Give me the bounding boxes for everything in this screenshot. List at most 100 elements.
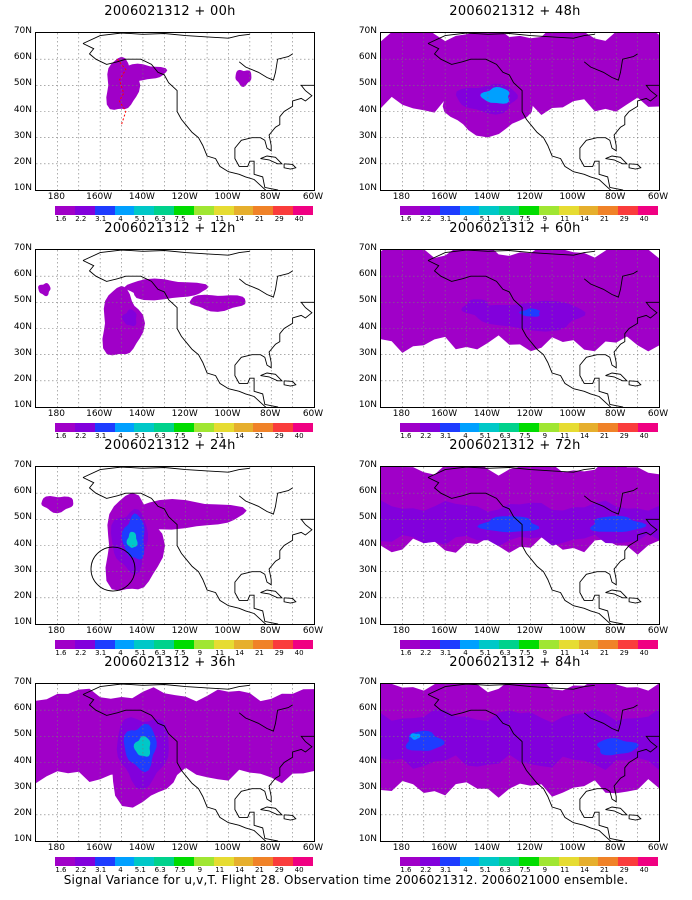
coastline [82,260,314,407]
colorbar-swatch [273,206,294,215]
colorbar-swatch [459,206,480,215]
colorbar-swatch [638,857,658,866]
lat-tick-label: 60N [358,269,377,280]
coastline [82,43,314,190]
lon-tick-label: 120W [171,409,198,419]
map-panel: 2006021312 + 00h 70N 60N 50N 40N 30N 20N 10N 180… [0,4,340,223]
colorbar-swatch [74,206,95,215]
variance-contour-fill [596,738,639,756]
colorbar-label: 29 [274,649,284,657]
colorbar-swatch [638,423,658,432]
lon-tick-label: 140W [473,843,500,853]
colorbar-label: 4 [118,432,123,440]
coastline [82,467,250,478]
coastline [82,477,314,624]
lon-tick-label: 100W [214,626,241,636]
colorbar-swatch [293,857,313,866]
colorbar-swatch [253,857,274,866]
colorbar-label: 7.5 [174,866,186,874]
colorbar-label: 4 [118,866,123,874]
colorbar-label: 1.6 [55,866,67,874]
map-panel: 2006021312 + 48h 70N 60N 50N 40N 30N 20N 10N 180… [345,4,685,223]
variance-contour-fill [381,250,659,353]
colorbar-label: 6.3 [154,866,166,874]
colorbar-label: 1.6 [400,866,412,874]
coastline [82,694,314,841]
coastline [260,155,283,165]
lon-tick-label: 100W [214,843,241,853]
coastline [260,372,283,382]
lat-tick-label: 20N [358,807,377,818]
map-area [380,466,660,625]
colorbar-swatch [598,206,619,215]
colorbar-swatch [618,423,639,432]
coastline [605,589,628,599]
map-panel: 2006021312 + 24h 70N 60N 50N 40N 30N 20N 10N 180… [0,438,340,657]
colorbar-swatch [114,640,135,649]
colorbar-label: 14 [235,215,245,223]
flight-track-circle [90,546,136,592]
colorbar-label: 2.2 [420,649,432,657]
variance-contour-fill [106,56,141,110]
lon-tick-label: 160W [431,626,458,636]
lon-tick-label: 180 [392,192,410,202]
lon-tick-label: 100W [559,626,586,636]
colorbar-label: 21 [599,215,609,223]
coastline [628,814,642,821]
map-panel: 2006021312 + 72h 70N 60N 50N 40N 30N 20N 10N 180… [345,438,685,657]
panel-title: 2006021312 + 12h [104,221,236,236]
colorbar-swatch [253,423,274,432]
variance-contour-fill [41,496,74,514]
colorbar-swatch [193,423,214,432]
variance-contour-fill [235,69,252,87]
colorbar-label: 6.3 [154,432,166,440]
variance-contour-fill [480,87,510,104]
colorbar-swatch [519,857,539,866]
colorbar-swatch [479,206,500,215]
lat-tick-label: 70N [13,460,32,470]
panel-title: 2006021312 + 48h [449,4,581,19]
lat-tick-label: 10N [13,617,32,627]
lat-tick-label: 30N [358,564,377,575]
lon-tick-label: 160W [86,843,113,853]
colorbar-swatch [74,423,95,432]
lon-tick-label: 120W [516,843,543,853]
lon-tick-label: 120W [171,843,198,853]
variance-contour-fill [477,516,540,533]
lat-tick-label: 50N [358,512,377,523]
coastline [260,589,283,599]
lat-tick-label: 60N [358,486,377,497]
lon-tick-label: 180 [392,409,410,419]
colorbar-swatch [499,857,520,866]
colorbar-swatch [618,206,639,215]
lat-tick-label: 20N [358,373,377,384]
colorbar-swatch [213,423,234,432]
colorbar-swatch [499,640,520,649]
colorbar-swatch [154,206,175,215]
colorbar-label: 4 [463,215,468,223]
lon-tick-label: 80W [260,192,281,202]
colorbar-label: 14 [235,866,245,874]
colorbar-swatch [400,423,420,432]
panel-title: 2006021312 + 36h [104,655,236,670]
lat-tick-label: 50N [13,295,32,306]
colorbar-label: 29 [619,649,629,657]
coastline [427,43,659,190]
coastline [427,477,659,624]
colorbar-swatch [400,640,420,649]
colorbar-label: 5.1 [134,866,146,874]
colorbar-label: 9 [197,649,203,657]
colorbar-label: 4 [463,432,468,440]
colorbar-label: 40 [639,215,649,223]
colorbar-swatch [213,857,234,866]
lat-tick-label: 60N [13,52,32,63]
panel-title: 2006021312 + 72h [449,438,581,453]
colorbar-swatch [154,857,175,866]
colorbar-label: 3.1 [440,215,452,223]
colorbar-swatch [598,640,619,649]
coastline [82,250,250,261]
colorbar-swatch [578,857,599,866]
coastline [427,467,595,478]
colorbar-label: 40 [294,866,304,874]
colorbar-label: 40 [294,432,304,440]
